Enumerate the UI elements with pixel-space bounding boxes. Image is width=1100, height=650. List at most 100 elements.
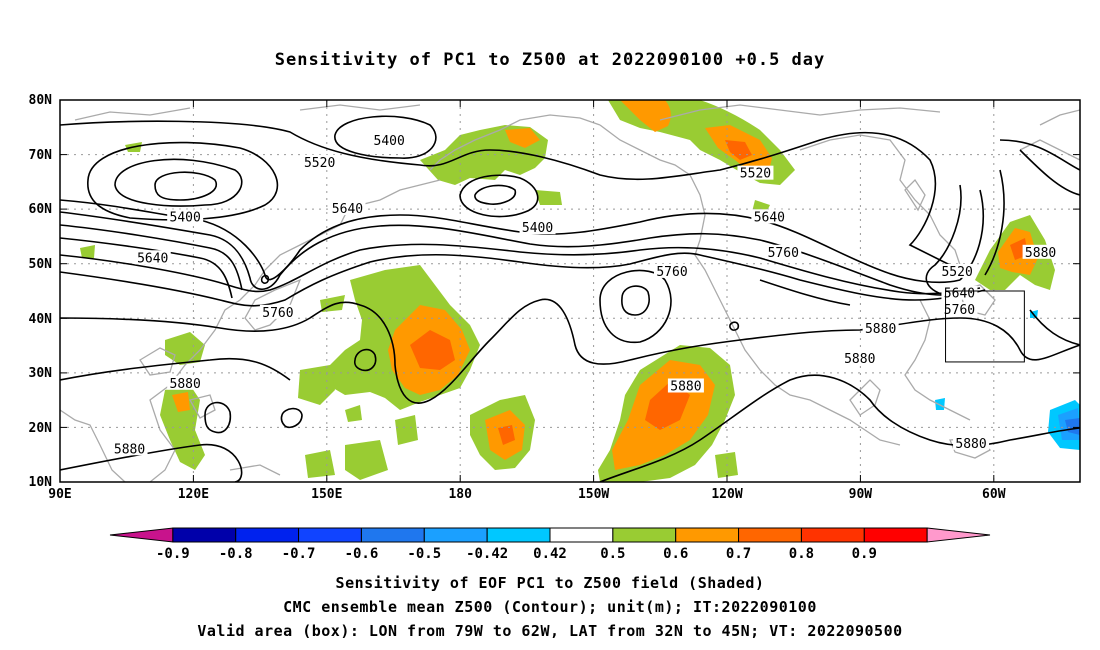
lat-label: 10N (29, 475, 53, 490)
contour-label: 5760 (768, 246, 799, 261)
colorbar-swatch (360, 527, 425, 543)
lat-label: 80N (29, 93, 53, 108)
contour-label-bg (751, 209, 788, 224)
colorbar-swatch (423, 527, 488, 543)
colorbar-swatch (926, 527, 991, 543)
contour-label: 5520 (941, 265, 972, 280)
lat-label: 40N (29, 312, 53, 327)
contour-label-bg (301, 154, 338, 169)
colorbar-swatch (172, 527, 237, 543)
z500-contours (60, 115, 1080, 482)
tick-marks (60, 99, 1080, 483)
contour-label-bg (939, 263, 976, 278)
colorbar-label: -0.6 (345, 546, 379, 562)
contour-label: 5640 (754, 210, 785, 225)
contour-label-bg (862, 321, 899, 336)
contour-label: 5880 (844, 352, 875, 367)
contour-label-bg (167, 209, 204, 224)
sensitivity-shading (80, 100, 1080, 482)
colorbar-swatch (549, 527, 614, 543)
contour-label-bg (519, 220, 556, 235)
longitude-labels: 90E 120E 150E 180 150W 120W 90W 60W (48, 487, 1005, 502)
colorbar-swatch (109, 527, 174, 543)
contour-label: 5400 (374, 134, 405, 149)
contour-label: 5880 (114, 442, 145, 457)
colorbar-swatch (800, 527, 865, 543)
contour-label-bg (134, 250, 171, 265)
plot-frame (59, 99, 1081, 483)
lon-label: 150W (578, 487, 609, 502)
lon-label: 90W (849, 487, 873, 502)
contour-label-bg (953, 435, 990, 450)
colorbar-swatch (863, 527, 928, 543)
colorbar-label: -0.8 (219, 546, 253, 562)
colorbar-swatch (738, 527, 802, 543)
lon-label: 150E (311, 487, 342, 502)
contour-label-bg (111, 441, 148, 456)
contour-label-bg (371, 132, 408, 147)
contour-label: 5640 (944, 287, 975, 302)
contour-label-bg (941, 302, 978, 317)
contour-label-bg (1022, 244, 1059, 259)
lon-label: 90E (48, 487, 71, 502)
lat-label: 60N (29, 202, 53, 217)
colorbar (109, 527, 991, 543)
contour-label: 5520 (740, 167, 771, 182)
contour-label-bg (329, 201, 366, 216)
contour-label: 5520 (304, 156, 335, 171)
colorbar-swatch (298, 527, 362, 543)
lon-label: 60W (982, 487, 1006, 502)
colorbar-swatch (235, 527, 300, 543)
contour-label-bg (841, 351, 878, 366)
lat-label: 50N (29, 257, 53, 272)
lon-label: 180 (448, 487, 472, 502)
lon-label: 120E (178, 487, 209, 502)
contour-label: 5640 (137, 251, 168, 266)
colorbar-label: 0.6 (663, 546, 688, 562)
contour-label: 5880 (670, 380, 701, 395)
map-title: Sensitivity of PC1 to Z500 at 2022090100… (274, 50, 826, 70)
caption-line-1: Sensitivity of EOF PC1 to Z500 field (Sh… (335, 574, 765, 592)
contour-label-bg (941, 285, 978, 300)
lat-label: 70N (29, 148, 53, 163)
contour-label-bg (654, 263, 690, 278)
grid (60, 100, 1080, 482)
contour-label: 5880 (955, 437, 986, 452)
colorbar-label: 0.7 (726, 546, 751, 562)
caption-line-2: CMC ensemble mean Z500 (Contour); unit(m… (283, 598, 817, 616)
contour-label: 5880 (865, 322, 896, 337)
valid-area-box (945, 290, 1025, 363)
lat-label: 30N (29, 366, 53, 381)
colorbar-label: -0.9 (156, 546, 190, 562)
colorbar-label: 0.8 (789, 546, 814, 562)
contour-label: 5640 (332, 202, 363, 217)
contour-label: 5760 (262, 306, 293, 321)
caption-line-3: Valid area (box): LON from 79W to 62W, L… (197, 622, 903, 640)
colorbar-label: -0.7 (282, 546, 316, 562)
contour-label-bg (667, 378, 704, 393)
latitude-labels: 80N 70N 60N 50N 40N 30N 20N 10N (29, 93, 53, 490)
colorbar-label: 0.42 (533, 546, 567, 562)
contour-label: 5880 (170, 377, 201, 392)
contour-label-bg (765, 244, 802, 259)
colorbar-labels: -0.9 -0.8 -0.7 -0.6 -0.5 -0.42 0.42 0.5 0.6 0.7 0.… (156, 546, 877, 562)
contour-label-bg (259, 304, 296, 319)
contour-label: 5880 (1025, 246, 1056, 261)
colorbar-label: -0.42 (466, 546, 508, 562)
colorbar-label: -0.5 (407, 546, 441, 562)
colorbar-swatch (675, 527, 740, 543)
contour-label-bg (167, 375, 204, 390)
lat-label: 20N (29, 421, 53, 436)
contour-label-bg (737, 165, 774, 180)
contour-label: 5760 (944, 303, 975, 318)
contour-label: 5760 (656, 265, 687, 280)
colorbar-swatch (612, 527, 677, 543)
colorbar-swatch (486, 527, 551, 543)
colorbar-label: 0.5 (600, 546, 625, 562)
contour-label: 5400 (170, 210, 201, 225)
lon-label: 120W (711, 487, 742, 502)
contour-label: 5400 (522, 221, 553, 236)
colorbar-label: 0.9 (852, 546, 877, 562)
